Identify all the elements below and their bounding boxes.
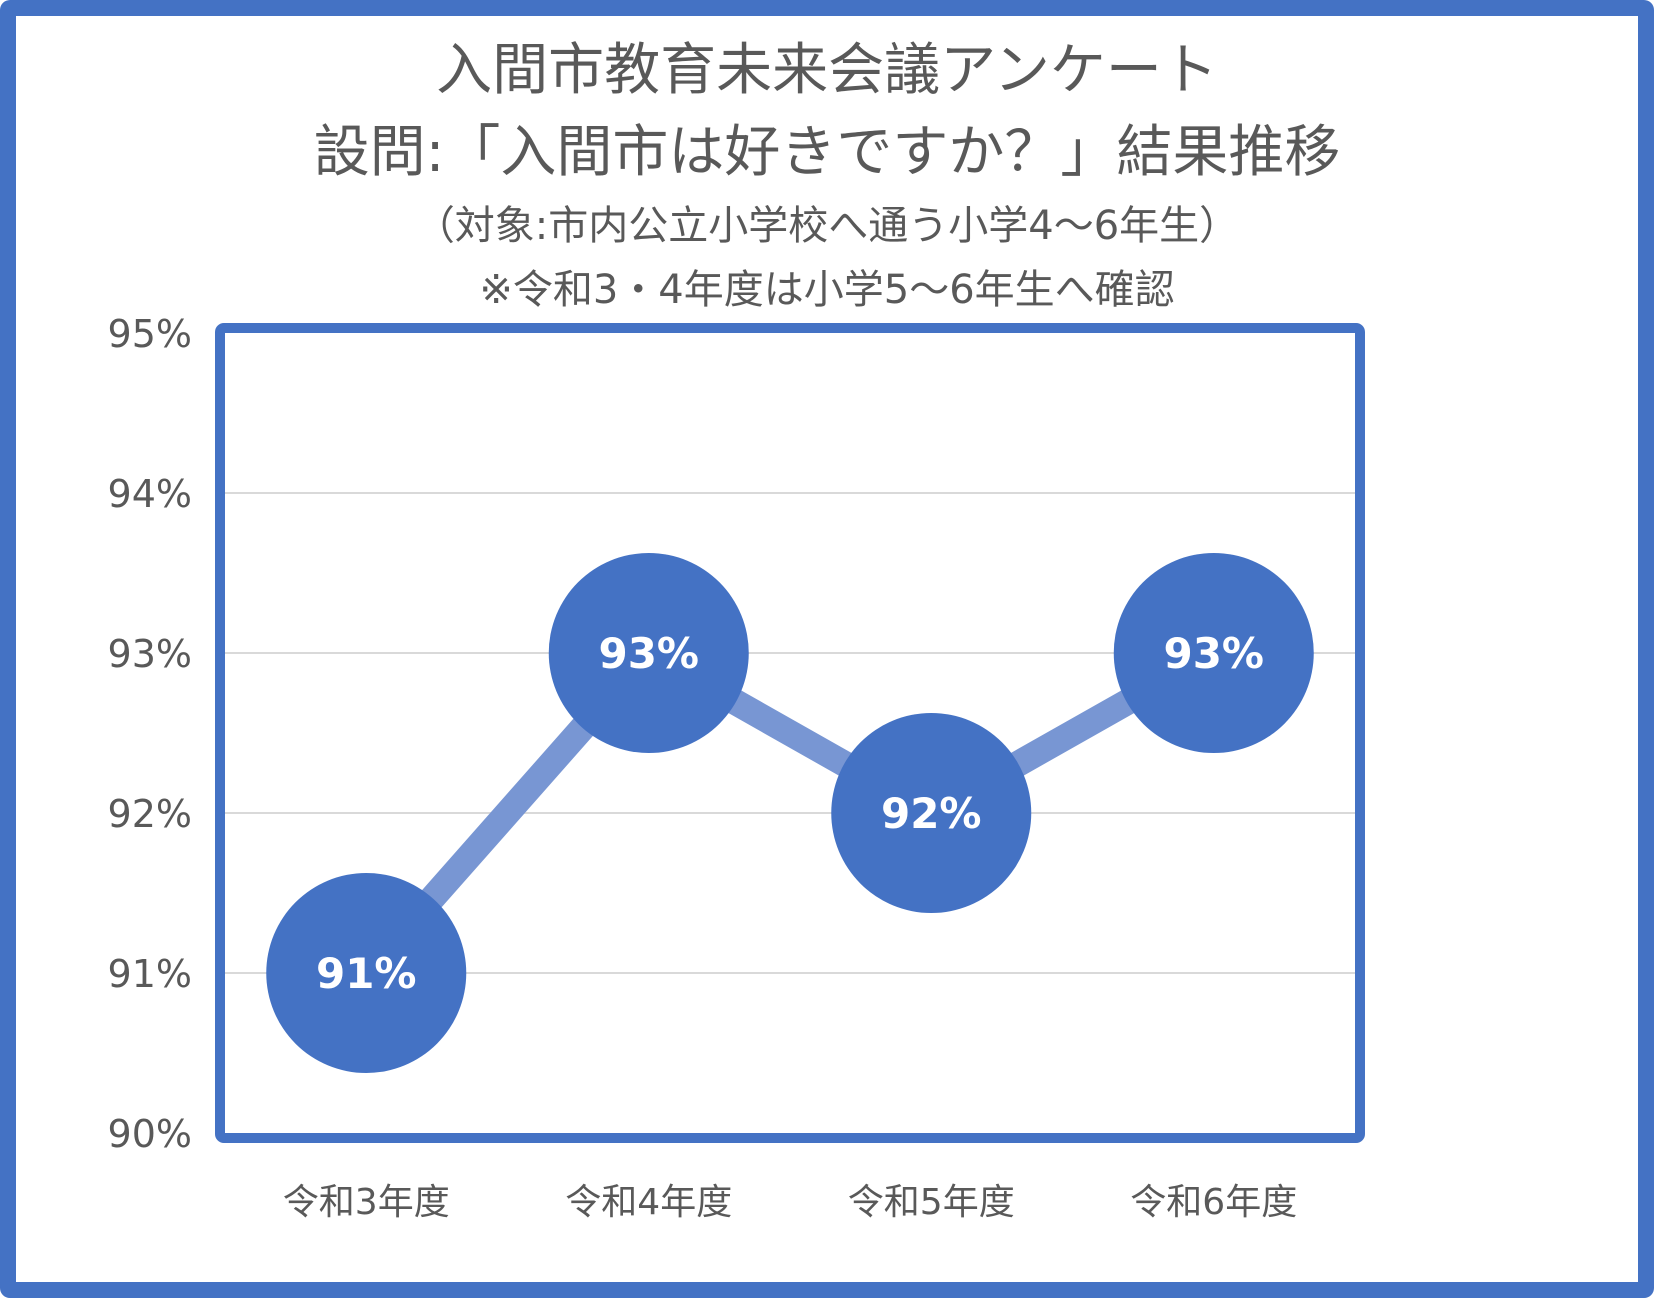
series-points: 91% 93% 92% 93% [266,553,1314,1073]
y-axis-ticks: 90% 91% 92% 93% 94% 95% [108,312,192,1156]
data-point-marker [548,553,749,753]
chart-subtitle-line-2: ※令和3・4年度は小学5～6年生へ確認 [479,267,1175,313]
data-point-marker [266,873,467,1073]
data-label: 92% [881,789,982,838]
y-tick-label: 93% [108,632,192,676]
data-point-marker [1113,553,1314,753]
x-tick-label: 令和3年度 [283,1182,450,1223]
x-axis-ticks: 令和3年度 令和4年度 令和5年度 令和6年度 [283,1182,1297,1223]
x-tick-label: 令和4年度 [565,1182,732,1223]
data-point-marker [831,713,1032,913]
y-tick-label: 92% [108,792,192,836]
series-line [356,640,1221,982]
chart-title-block: 入間市教育未来会議アンケート 設問:「入間市は好きですか？」結果推移 （対象:市… [0,30,1654,322]
series-line-path [356,640,1221,982]
plot-area-frame [215,323,1365,1143]
y-tick-label: 90% [108,1112,192,1156]
y-tick-label: 91% [108,952,192,996]
data-label: 93% [1163,629,1264,678]
y-tick-label: 95% [108,312,192,356]
data-label: 93% [598,629,699,678]
chart-title-line-1: 入間市教育未来会議アンケート [436,38,1218,103]
x-tick-label: 令和6年度 [1130,1182,1297,1223]
chart-subtitle-line-1: （対象:市内公立小学校へ通う小学4～6年生） [414,203,1240,249]
x-tick-label: 令和5年度 [848,1182,1015,1223]
data-label: 91% [316,949,417,998]
chart-title-line-2: 設問:「入間市は好きですか？」結果推移 [313,120,1341,185]
y-tick-label: 94% [108,472,192,516]
